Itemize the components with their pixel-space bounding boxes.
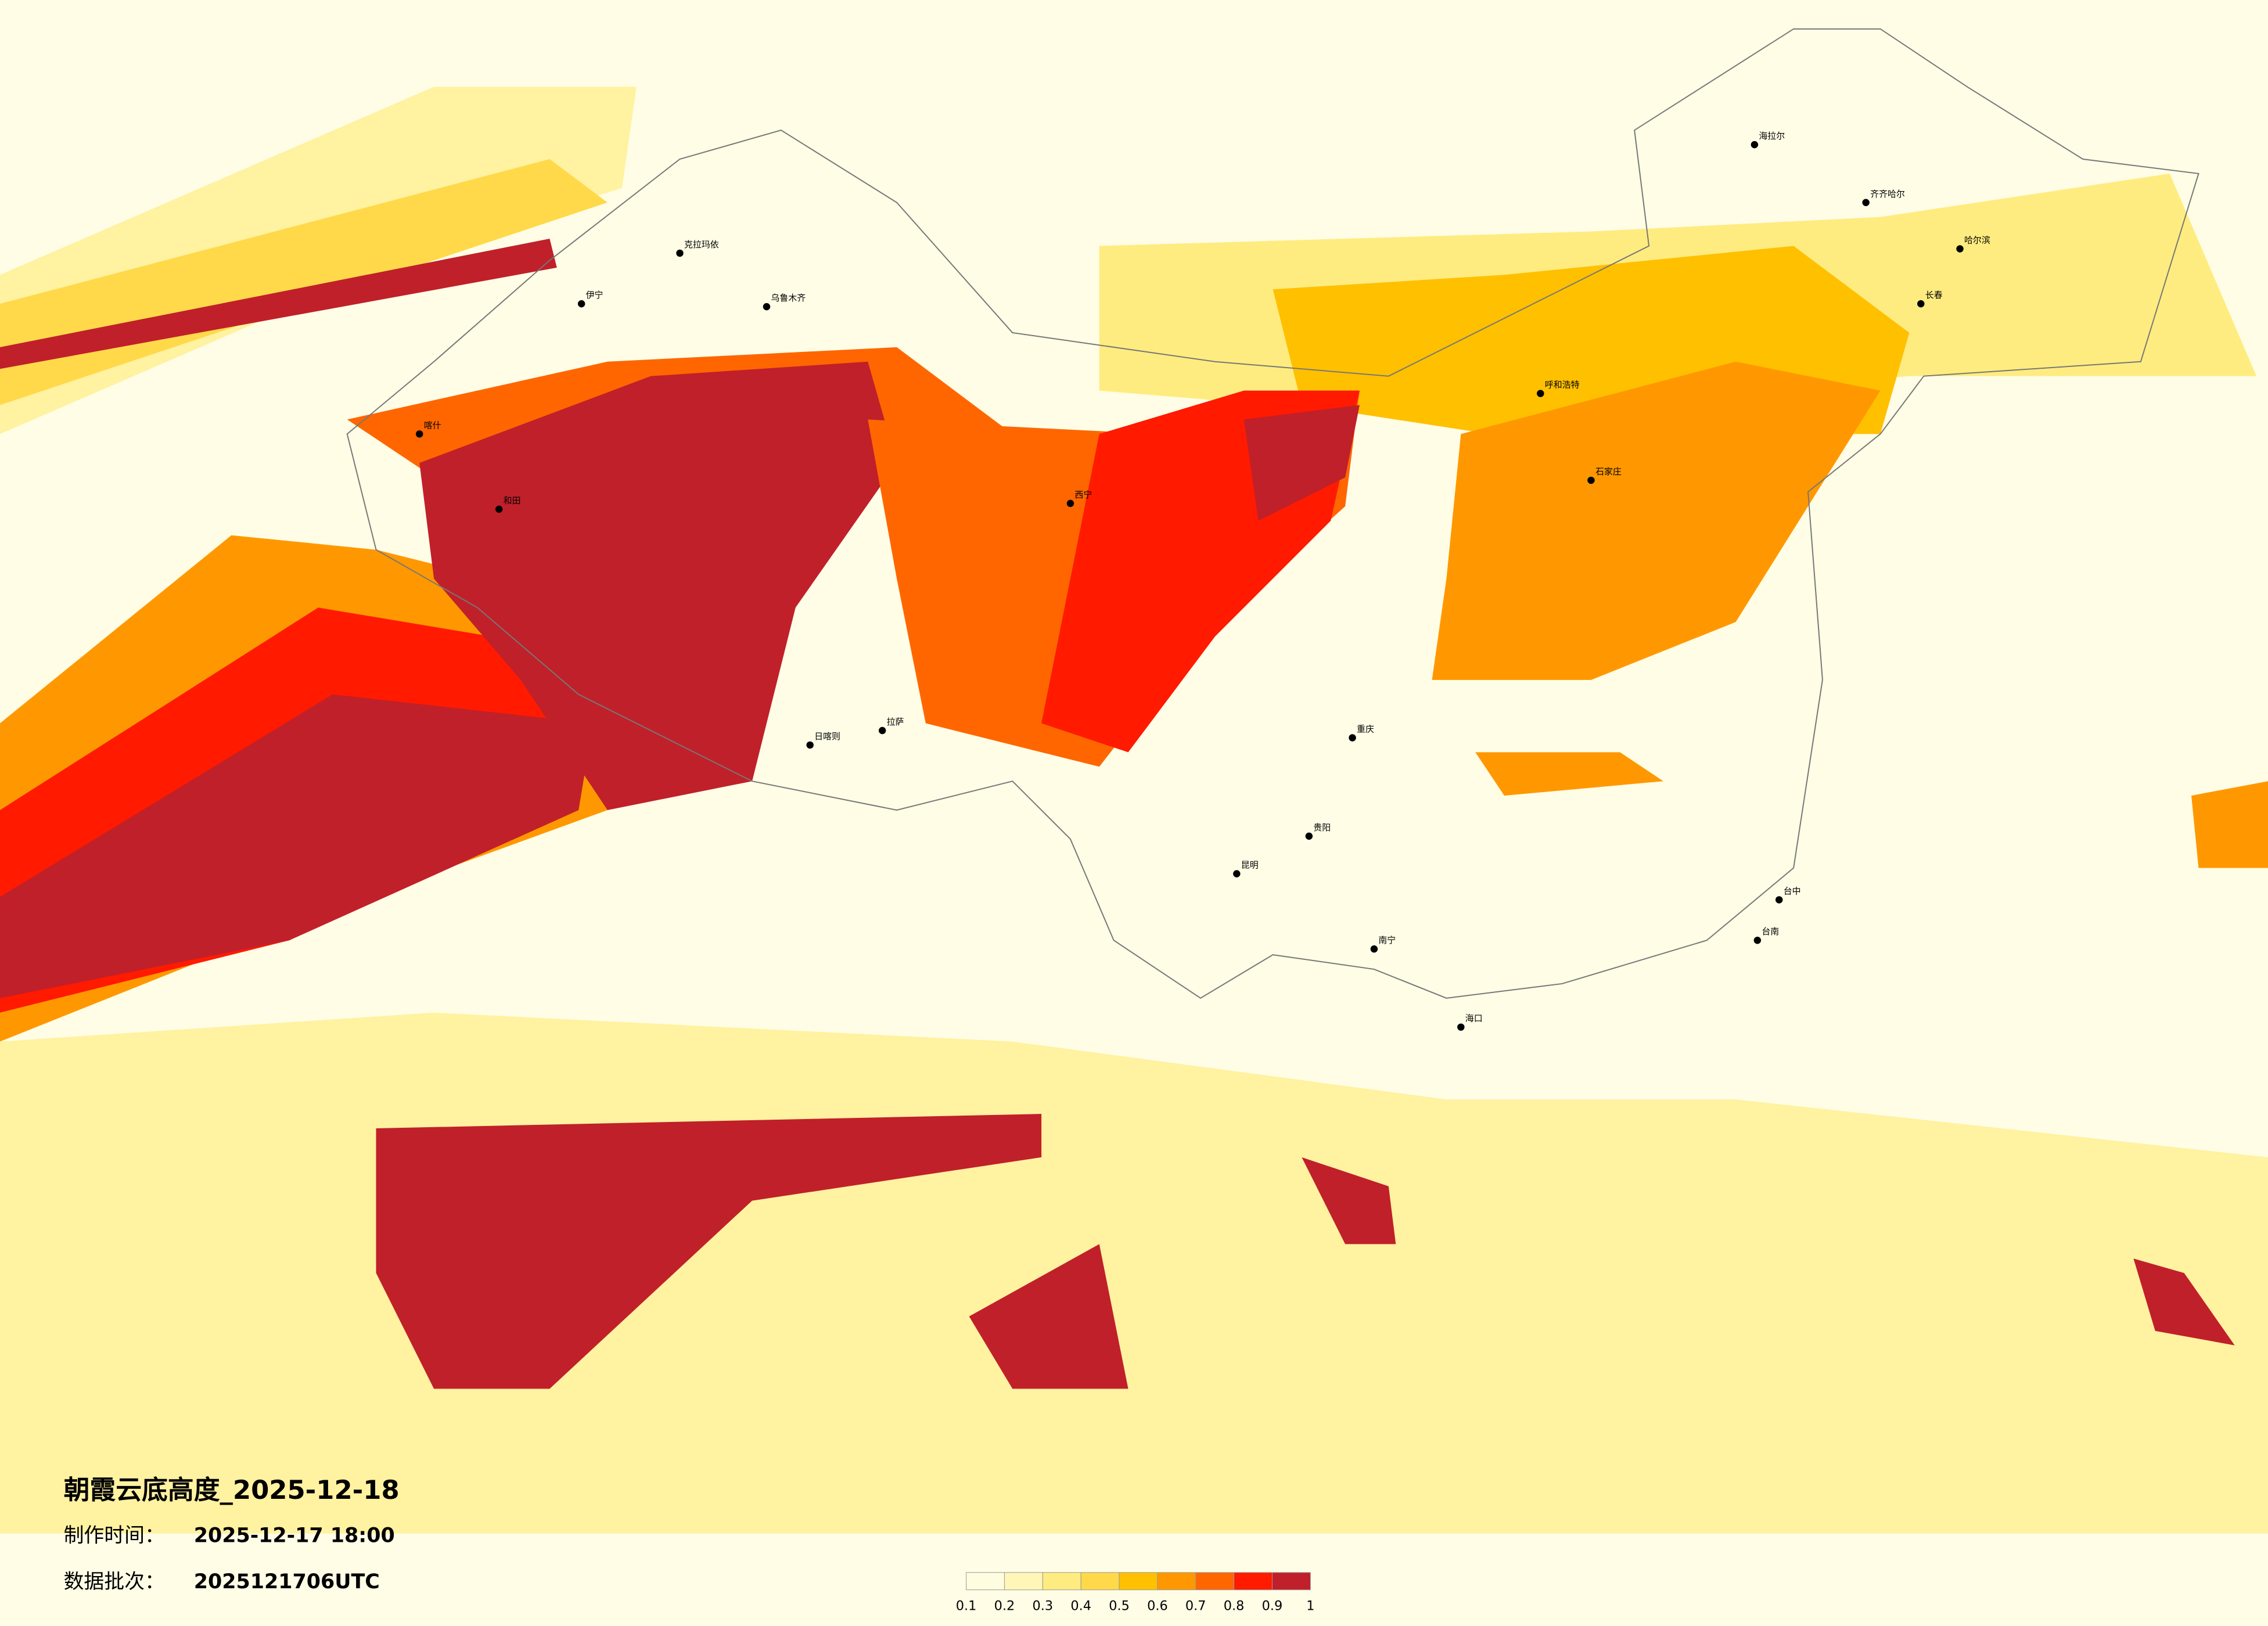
city-dot (1751, 141, 1759, 149)
city-dot (763, 303, 771, 311)
cloud-field (0, 87, 2268, 1534)
legend-tick-label: 0.8 (1224, 1599, 1245, 1614)
legend-tick-label: 0.9 (1262, 1599, 1283, 1614)
legend-swatch (1195, 1572, 1235, 1591)
city-label: 乌鲁木齐 (771, 293, 806, 303)
city-dot (1349, 734, 1356, 742)
city-dot (1956, 245, 1964, 253)
legend-tick-label: 0.2 (994, 1599, 1015, 1614)
info-value: 2025121706UTC (194, 1570, 380, 1593)
legend-swatch (1042, 1572, 1081, 1591)
city-dot (806, 741, 814, 749)
city-label: 南宁 (1378, 935, 1396, 945)
city-dot (1233, 870, 1241, 877)
city-label: 齐齐哈尔 (1870, 189, 1905, 199)
city-label: 昆明 (1241, 860, 1259, 870)
city-dot (1917, 300, 1925, 308)
legend-swatch (1271, 1572, 1311, 1591)
city-dot (1587, 476, 1595, 484)
city-label: 和田 (504, 495, 521, 506)
city-label: 长春 (1925, 290, 1943, 300)
city-label: 伊宁 (586, 290, 603, 300)
city-label: 贵阳 (1313, 822, 1331, 833)
city-label: 石家庄 (1595, 466, 1622, 477)
cloud-area (1302, 1157, 1396, 1244)
legend-tick-label: 1 (1306, 1599, 1314, 1614)
colorbar: 0.1 0.2 0.3 0.4 0.5 0.6 0.7 0.8 0.9 1 (956, 1572, 1314, 1614)
cloud-area (2191, 781, 2268, 868)
cloud-area (2133, 1258, 2235, 1346)
city-dot (1775, 896, 1783, 904)
city-label: 西宁 (1074, 490, 1092, 500)
cloud-area (0, 159, 608, 405)
legend-swatch (1119, 1572, 1158, 1591)
cloud-area (0, 694, 594, 998)
city-dot (1066, 499, 1074, 508)
cloud-area (0, 239, 557, 369)
legend-tick-label: 0.5 (1109, 1599, 1130, 1614)
legend-tick-label: 0.6 (1147, 1599, 1168, 1614)
city-dot (1305, 832, 1313, 840)
city-label: 台南 (1762, 926, 1779, 937)
legend-tick-label: 0.4 (1070, 1599, 1091, 1614)
legend-tick-label: 0.3 (1033, 1599, 1054, 1614)
city-label: 拉萨 (887, 717, 904, 727)
city-label: 海口 (1465, 1013, 1483, 1024)
legend-swatch (1157, 1572, 1196, 1591)
city-dot (1370, 945, 1378, 953)
cloud-area (419, 361, 897, 811)
city-dot (878, 726, 886, 735)
info-value: 2025-12-17 18:00 (194, 1524, 395, 1548)
city-label: 海拉尔 (1759, 131, 1785, 141)
cloud-area (969, 1244, 1128, 1389)
legend-swatch (1004, 1572, 1043, 1591)
info-label: 制作时间： (64, 1524, 165, 1548)
city-label: 哈尔滨 (1964, 235, 1990, 246)
city-dot (1457, 1023, 1465, 1031)
city-label: 呼和浩特 (1545, 380, 1580, 390)
city-dot (577, 300, 585, 308)
city-dot (1537, 390, 1544, 397)
legend-swatch (1234, 1572, 1273, 1591)
cloud-area (376, 1114, 1042, 1389)
city-dot (1753, 936, 1762, 944)
city-label: 喀什 (424, 420, 441, 430)
map-title: 朝霞云底高度_2025-12-18 (64, 1474, 400, 1505)
cloud-area (1432, 361, 1881, 680)
cloud-area (1475, 752, 1663, 796)
legend-tick-label: 0.7 (1185, 1599, 1206, 1614)
city-dot (415, 430, 423, 438)
legend-tick-label: 0.1 (956, 1599, 977, 1614)
cloud-area (1243, 405, 1360, 521)
city-label: 克拉玛依 (684, 239, 719, 250)
city-dot (1862, 199, 1870, 206)
city-label: 日喀则 (814, 731, 840, 742)
city-label: 重庆 (1357, 724, 1374, 734)
legend-swatch (966, 1572, 1005, 1591)
info-label: 数据批次： (64, 1570, 165, 1593)
city-dot (495, 505, 503, 513)
city-label: 台中 (1784, 886, 1801, 897)
city-dot (676, 249, 684, 257)
legend-swatch (1080, 1572, 1120, 1591)
boundary (346, 28, 2199, 999)
